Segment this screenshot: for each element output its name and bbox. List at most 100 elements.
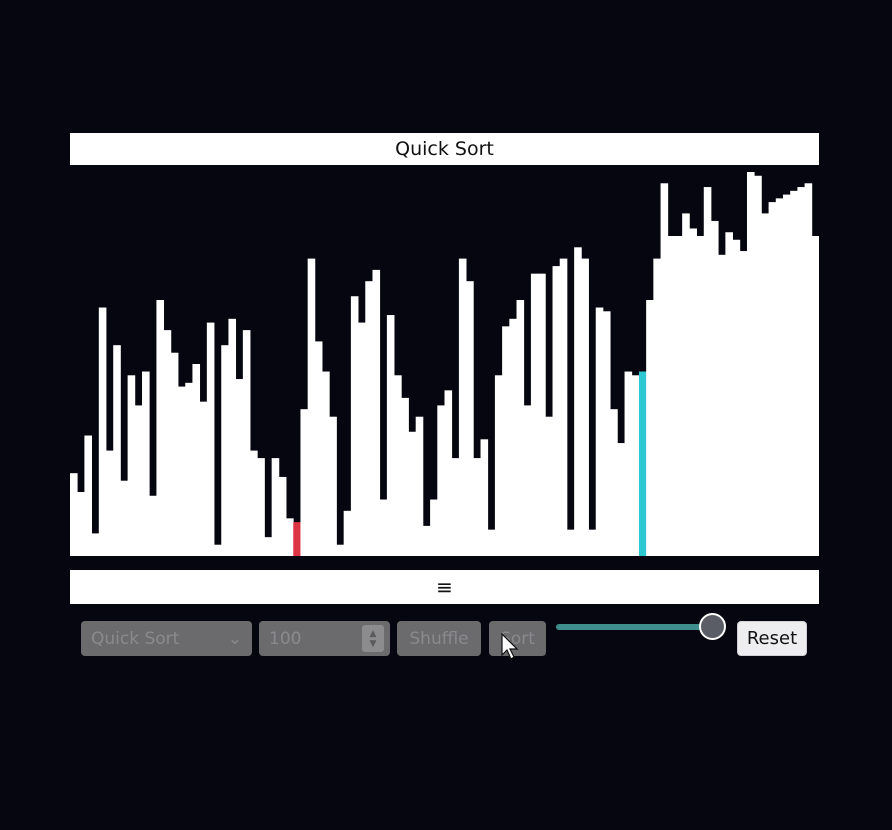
bar bbox=[228, 318, 237, 556]
bar bbox=[610, 409, 618, 556]
bar bbox=[134, 405, 143, 556]
bar bbox=[286, 518, 294, 556]
bar bbox=[581, 258, 589, 556]
reset-button[interactable]: Reset bbox=[737, 621, 807, 656]
bar bbox=[214, 544, 222, 556]
bar bbox=[754, 175, 762, 556]
bar bbox=[185, 382, 193, 556]
bar bbox=[415, 416, 424, 556]
bar bbox=[70, 473, 78, 556]
bar bbox=[653, 258, 661, 556]
bar bbox=[473, 458, 481, 556]
bar bbox=[703, 187, 712, 556]
bar bbox=[314, 341, 323, 556]
bar bbox=[516, 300, 525, 556]
bar bbox=[221, 345, 229, 556]
chevron-down-icon: ⌄ bbox=[227, 628, 242, 649]
shuffle-button-label: Shuffle bbox=[409, 628, 469, 649]
bar bbox=[149, 495, 157, 556]
algorithm-select-value: Quick Sort bbox=[91, 628, 180, 649]
bar bbox=[674, 236, 683, 556]
algorithm-select[interactable]: Quick Sort ⌄ bbox=[81, 621, 252, 656]
bar bbox=[545, 416, 553, 556]
bar bbox=[106, 450, 114, 556]
algorithm-title-bar: Quick Sort bbox=[70, 133, 819, 165]
bar bbox=[624, 371, 633, 556]
bar bbox=[379, 499, 388, 556]
bar bbox=[617, 443, 625, 556]
bar bbox=[242, 330, 251, 556]
bar bbox=[595, 307, 604, 556]
bar bbox=[206, 322, 215, 556]
bar bbox=[178, 386, 186, 556]
bars-canvas bbox=[70, 172, 819, 556]
shuffle-button[interactable]: Shuffle bbox=[397, 621, 481, 656]
bar bbox=[682, 213, 690, 556]
bar-pivot bbox=[293, 522, 301, 556]
bar bbox=[718, 254, 726, 556]
bar bbox=[199, 401, 208, 556]
bar bbox=[372, 269, 381, 556]
algorithm-title: Quick Sort bbox=[395, 138, 494, 160]
bar bbox=[746, 172, 755, 556]
bar bbox=[811, 236, 819, 556]
array-size-value: 100 bbox=[269, 628, 302, 649]
bar bbox=[329, 416, 337, 556]
bar bbox=[646, 300, 654, 556]
bar bbox=[480, 439, 489, 556]
bar bbox=[458, 258, 467, 556]
bar bbox=[437, 405, 445, 556]
speed-slider-thumb[interactable] bbox=[698, 613, 726, 640]
bar bbox=[278, 476, 287, 556]
bar bbox=[790, 190, 798, 556]
bar bbox=[768, 202, 777, 556]
bar bbox=[77, 492, 85, 556]
bar bbox=[782, 194, 791, 556]
bar bbox=[84, 435, 92, 556]
bar bbox=[235, 379, 244, 556]
speed-slider-track[interactable] bbox=[556, 624, 716, 630]
bar bbox=[142, 371, 150, 556]
bar-scan bbox=[638, 371, 647, 556]
bar bbox=[350, 296, 359, 556]
bar bbox=[559, 258, 568, 556]
bar bbox=[422, 525, 431, 556]
bar bbox=[552, 266, 561, 556]
bar bbox=[408, 431, 417, 556]
chevron-up-icon[interactable]: ▲ bbox=[369, 628, 377, 639]
bar bbox=[710, 220, 719, 556]
bar bbox=[386, 315, 395, 556]
bar bbox=[631, 375, 640, 556]
bar bbox=[761, 213, 769, 556]
hamburger-icon[interactable]: ≡ bbox=[436, 575, 453, 599]
bar bbox=[98, 307, 107, 556]
chevron-down-icon[interactable]: ▼ bbox=[369, 638, 377, 649]
bar bbox=[660, 183, 669, 556]
bar bbox=[156, 300, 165, 556]
menu-toggle-bar[interactable]: ≡ bbox=[70, 570, 819, 604]
speed-slider[interactable] bbox=[556, 612, 728, 644]
bar bbox=[696, 236, 705, 556]
bar bbox=[487, 529, 496, 556]
number-spinner[interactable]: ▲ ▼ bbox=[362, 625, 384, 652]
reset-button-label: Reset bbox=[746, 628, 798, 649]
bar bbox=[127, 375, 136, 556]
bar bbox=[494, 375, 503, 556]
mouse-cursor-icon bbox=[501, 633, 519, 660]
bar bbox=[300, 409, 309, 556]
bar bbox=[566, 529, 575, 556]
bar bbox=[466, 281, 474, 556]
bar bbox=[401, 397, 409, 556]
bar bbox=[91, 533, 100, 556]
bar bbox=[804, 183, 813, 556]
bar bbox=[336, 544, 345, 556]
bar bbox=[538, 273, 546, 556]
bar bbox=[365, 281, 373, 556]
bar bbox=[264, 537, 273, 556]
bar bbox=[588, 529, 597, 556]
bar bbox=[732, 239, 741, 556]
bar bbox=[451, 458, 460, 556]
bar bbox=[523, 405, 532, 556]
bar bbox=[307, 258, 316, 556]
array-size-input[interactable]: 100 ▲ ▼ bbox=[259, 621, 390, 656]
